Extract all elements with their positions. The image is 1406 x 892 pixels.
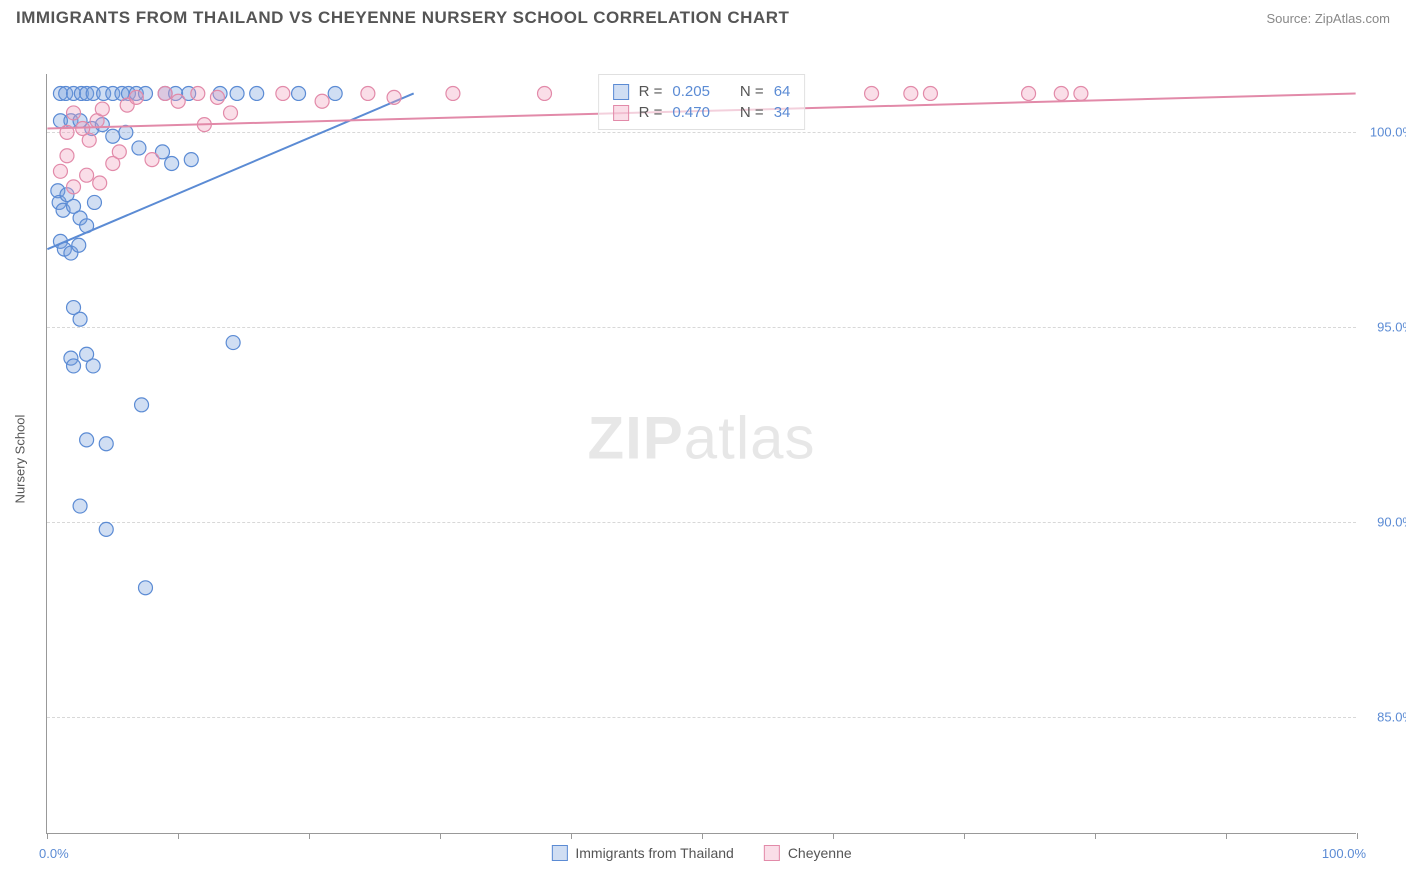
x-axis-label-right: 100.0% [1322,846,1366,861]
swatch-series2 [613,105,629,121]
legend-item-2: Cheyenne [764,845,852,861]
chart-container: Nursery School ZIPatlas 85.0%90.0%95.0%1… [0,34,1406,884]
y-axis-title: Nursery School [13,415,28,504]
y-tick-label: 95.0% [1377,320,1406,335]
n-value-1: 64 [774,83,791,100]
chart-title: IMMIGRANTS FROM THAILAND VS CHEYENNE NUR… [16,8,789,28]
plot-area: ZIPatlas 85.0%90.0%95.0%100.0% R = 0.205… [46,74,1356,834]
r-label-1: R = [639,83,663,100]
n-value-2: 34 [774,104,791,121]
scatter-plot-svg [47,74,1356,833]
n-label-2: N = [740,104,764,121]
legend-swatch-1 [551,845,567,861]
r-value-2: 0.470 [672,104,710,121]
legend-swatch-2 [764,845,780,861]
stats-row-1: R = 0.205 N = 64 [613,81,791,102]
x-axis-label-left: 0.0% [39,846,69,861]
r-value-1: 0.205 [672,83,710,100]
legend-label-2: Cheyenne [788,845,852,861]
stats-row-2: R = 0.470 N = 34 [613,102,791,123]
stats-box: R = 0.205 N = 64 R = 0.470 N = 34 [598,74,806,130]
swatch-series1 [613,84,629,100]
y-tick-label: 100.0% [1370,125,1406,140]
legend: Immigrants from Thailand Cheyenne [551,845,851,861]
r-label-2: R = [639,104,663,121]
legend-item-1: Immigrants from Thailand [551,845,733,861]
y-tick-label: 85.0% [1377,710,1406,725]
title-bar: IMMIGRANTS FROM THAILAND VS CHEYENNE NUR… [0,0,1406,34]
source-text: Source: ZipAtlas.com [1266,11,1390,26]
n-label-1: N = [740,83,764,100]
legend-label-1: Immigrants from Thailand [575,845,733,861]
y-tick-label: 90.0% [1377,515,1406,530]
